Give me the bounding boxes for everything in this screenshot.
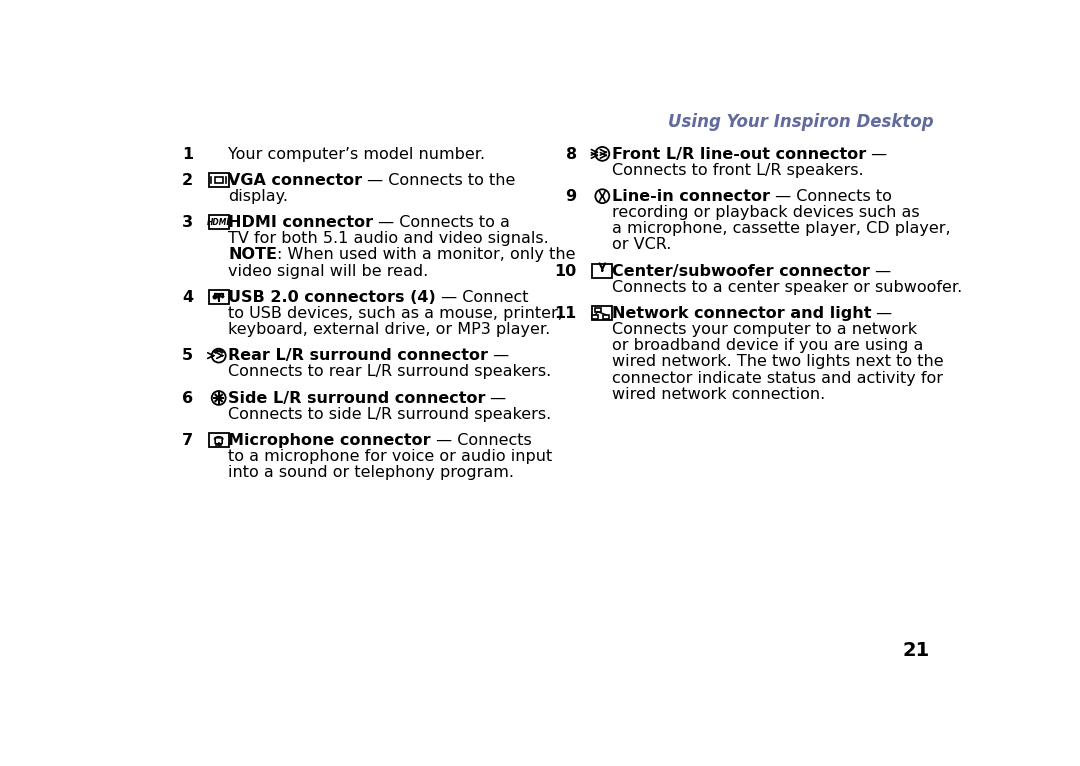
Text: — Connect: — Connect <box>435 290 528 305</box>
Text: USB 2.0 connectors (4): USB 2.0 connectors (4) <box>228 290 435 305</box>
Text: 1: 1 <box>183 146 193 162</box>
Text: —: — <box>866 146 887 162</box>
Circle shape <box>212 391 226 405</box>
Bar <box>595 308 600 312</box>
Bar <box>592 306 612 320</box>
Text: Center/subwoofer connector: Center/subwoofer connector <box>611 264 869 279</box>
Text: 6: 6 <box>183 391 193 406</box>
FancyBboxPatch shape <box>215 437 222 444</box>
Text: HDMI connector: HDMI connector <box>228 215 373 230</box>
Text: 3: 3 <box>183 215 193 230</box>
Text: a microphone, cassette player, CD player,: a microphone, cassette player, CD player… <box>611 221 950 236</box>
Text: —: — <box>486 391 507 406</box>
Text: 7: 7 <box>183 433 193 448</box>
Text: Connects to front L/R speakers.: Connects to front L/R speakers. <box>611 162 863 178</box>
Bar <box>592 315 598 319</box>
Text: — Connects: — Connects <box>431 433 531 448</box>
Text: Connects to a center speaker or subwoofer.: Connects to a center speaker or subwoofe… <box>611 280 962 295</box>
Bar <box>208 290 229 304</box>
Bar <box>208 173 229 187</box>
Text: to USB devices, such as a mouse, printer,: to USB devices, such as a mouse, printer… <box>228 306 563 321</box>
Polygon shape <box>221 296 225 298</box>
Text: —: — <box>488 349 509 363</box>
Text: : When used with a monitor, only the: : When used with a monitor, only the <box>276 247 576 263</box>
Text: 5: 5 <box>183 349 193 363</box>
Text: NOTE: NOTE <box>228 247 276 263</box>
Text: Rear L/R surround connector: Rear L/R surround connector <box>228 349 488 363</box>
Text: 11: 11 <box>554 306 577 321</box>
Circle shape <box>595 189 609 203</box>
Text: — Connects to the: — Connects to the <box>362 173 515 188</box>
Text: VGA connector: VGA connector <box>228 173 362 188</box>
Text: Connects to rear L/R surround speakers.: Connects to rear L/R surround speakers. <box>228 365 551 379</box>
Text: 9: 9 <box>566 189 577 204</box>
Text: — Connects to: — Connects to <box>770 189 891 204</box>
Text: — Connects to a: — Connects to a <box>373 215 510 230</box>
Bar <box>215 178 222 183</box>
Text: Side L/R surround connector: Side L/R surround connector <box>228 391 486 406</box>
Bar <box>208 215 229 229</box>
Text: TV for both 5.1 audio and video signals.: TV for both 5.1 audio and video signals. <box>228 231 549 247</box>
Circle shape <box>213 296 216 299</box>
Bar <box>603 315 609 319</box>
Text: Network connector and light: Network connector and light <box>611 306 872 321</box>
Text: keyboard, external drive, or MP3 player.: keyboard, external drive, or MP3 player. <box>228 322 550 337</box>
Text: 2: 2 <box>183 173 193 188</box>
Text: Front L/R line-out connector: Front L/R line-out connector <box>611 146 866 162</box>
Text: 21: 21 <box>902 641 930 660</box>
Circle shape <box>212 349 226 362</box>
Text: Your computer’s model number.: Your computer’s model number. <box>228 146 485 162</box>
Circle shape <box>595 147 609 161</box>
Text: Line-in connector: Line-in connector <box>611 189 770 204</box>
Text: 10: 10 <box>554 264 577 279</box>
Bar <box>592 264 612 278</box>
Text: to a microphone for voice or audio input: to a microphone for voice or audio input <box>228 449 552 464</box>
Text: video signal will be read.: video signal will be read. <box>228 264 429 279</box>
Text: 8: 8 <box>566 146 577 162</box>
Text: —: — <box>872 306 892 321</box>
Text: display.: display. <box>228 189 288 204</box>
Text: Connects your computer to a network: Connects your computer to a network <box>611 322 917 337</box>
Text: Microphone connector: Microphone connector <box>228 433 431 448</box>
Text: 4: 4 <box>183 290 193 305</box>
Text: or broadband device if you are using a: or broadband device if you are using a <box>611 339 923 353</box>
Text: or VCR.: or VCR. <box>611 237 671 253</box>
Text: —: — <box>869 264 891 279</box>
Text: connector indicate status and activity for: connector indicate status and activity f… <box>611 371 943 385</box>
Text: Using Your Inspiron Desktop: Using Your Inspiron Desktop <box>667 113 933 132</box>
Text: HDMI: HDMI <box>207 218 230 227</box>
Text: Connects to side L/R surround speakers.: Connects to side L/R surround speakers. <box>228 407 551 422</box>
Text: into a sound or telephony program.: into a sound or telephony program. <box>228 466 514 480</box>
Text: wired network. The two lights next to the: wired network. The two lights next to th… <box>611 355 943 369</box>
Text: recording or playback devices such as: recording or playback devices such as <box>611 205 919 220</box>
Text: wired network connection.: wired network connection. <box>611 387 825 402</box>
Bar <box>208 434 229 447</box>
